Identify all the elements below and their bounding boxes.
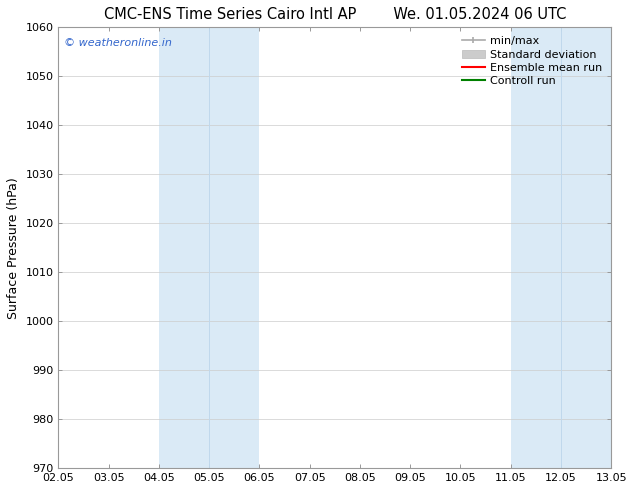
- Y-axis label: Surface Pressure (hPa): Surface Pressure (hPa): [7, 177, 20, 318]
- Text: © weatheronline.in: © weatheronline.in: [64, 38, 172, 49]
- Bar: [159, 27, 259, 468]
- Legend: min/max, Standard deviation, Ensemble mean run, Controll run: min/max, Standard deviation, Ensemble me…: [459, 33, 605, 90]
- Bar: [511, 27, 611, 468]
- Title: CMC-ENS Time Series Cairo Intl AP        We. 01.05.2024 06 UTC: CMC-ENS Time Series Cairo Intl AP We. 01…: [104, 7, 566, 22]
